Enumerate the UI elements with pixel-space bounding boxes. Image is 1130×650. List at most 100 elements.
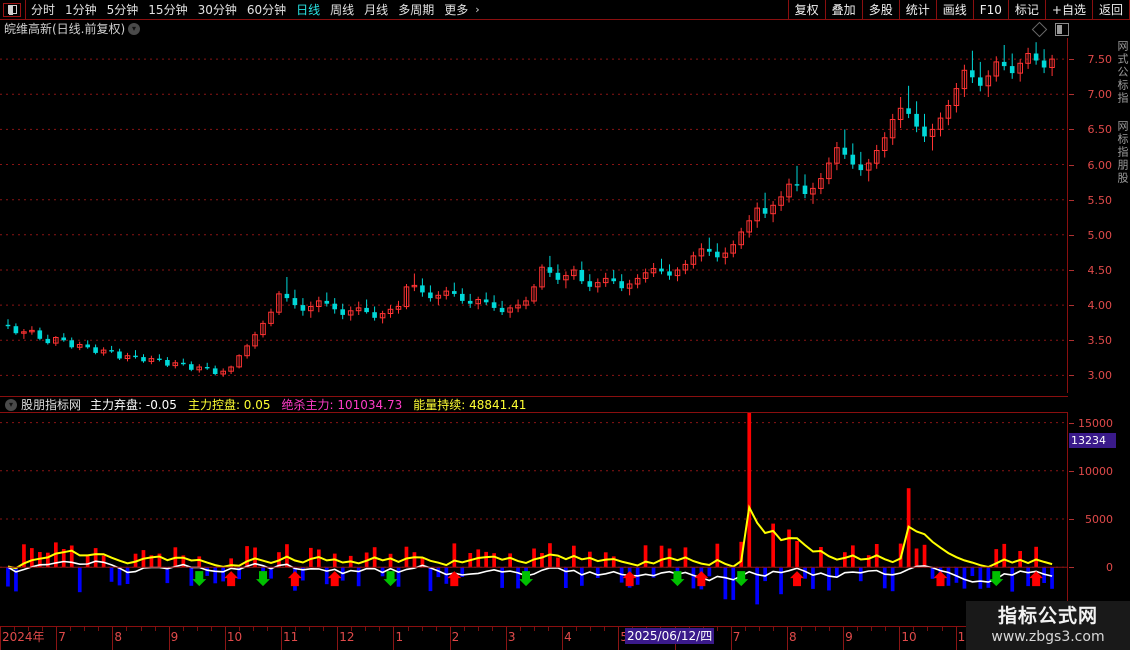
indicator-item-label: 主力控盘: [187,398,244,412]
price-tick [1069,59,1074,61]
layout-icon[interactable] [1055,23,1069,36]
date-minor-tick [927,627,929,631]
price-tick [1069,164,1074,166]
date-minor-tick [70,627,72,631]
indicator-item-3: 能量持续: 48841.41 [413,396,526,413]
toolbar-button-0[interactable]: 复权 [787,0,825,20]
date-tick-label: 4 [564,630,572,644]
price-tick [1069,94,1074,96]
date-minor-tick [421,627,423,631]
indicator-item-value: 101034.73 [337,398,403,412]
date-minor-tick [519,627,521,631]
period-tab-3[interactable]: 15分钟 [148,2,188,17]
chevron-down-icon[interactable]: ▾ [5,398,17,411]
date-separator [562,627,564,650]
toolbar-button-3[interactable]: 统计 [898,0,936,20]
date-tick-label: 9 [845,630,853,644]
chevron-right-icon[interactable]: › [475,3,480,16]
price-tick [1069,375,1074,377]
date-minor-tick [379,627,381,631]
top-toolbar: 分时 1分钟 5分钟 15分钟 30分钟 60分钟 日线 周线 月线 多周期 更多 › 复权 叠加 多股… [0,0,1130,20]
indicator-item-0: 主力弃盘: -0.05 [90,396,177,413]
date-minor-tick [590,627,592,631]
price-tick-label: 3.00 [1087,369,1113,383]
price-tick-label: 7.00 [1087,88,1113,102]
date-minor-tick [28,627,30,631]
date-separator [337,627,339,650]
date-separator [0,627,1,650]
price-tick-label: 5.00 [1087,228,1113,242]
chevron-down-icon[interactable]: ▾ [128,23,140,35]
date-tick-label: 7 [732,630,741,644]
date-minor-tick [267,627,268,631]
toolbar-button-7[interactable]: +自选 [1044,0,1092,20]
price-tick [1069,199,1074,201]
period-tab-9[interactable]: 多周期 [398,2,435,17]
date-minor-tick [758,627,760,631]
period-tab-10[interactable]: 更多 [444,2,469,17]
date-minor-tick [210,627,212,631]
date-minor-tick [365,627,367,631]
date-separator [505,627,507,650]
date-minor-tick [716,627,718,631]
indicator-item-label: 绝杀主力: [281,398,338,412]
period-tab-5[interactable]: 60分钟 [246,2,287,17]
indicator-tick [1069,422,1074,424]
date-minor-tick [182,627,184,631]
toolbar-button-2[interactable]: 多股 [861,0,899,20]
stock-title-bar: 皖维高新(日线.前复权) ▾ [0,20,1130,38]
indicator-tick-label: 0 [1106,561,1113,575]
period-tab-7[interactable]: 周线 [330,2,355,17]
date-minor-tick [435,627,437,631]
date-tick-label: 8 [114,630,123,644]
date-minor-tick [42,627,44,631]
indicator-tick [1069,470,1074,472]
volume-indicator-pane[interactable] [0,413,1068,625]
indicator-item-value: 48841.41 [469,398,527,412]
indicator-item-2: 绝杀主力: 101034.73 [282,396,403,413]
toolbar-button-1[interactable]: 叠加 [824,0,862,20]
date-minor-tick [576,627,578,631]
date-minor-tick [477,627,479,631]
indicator-item-value: 0.05 [243,398,271,412]
price-tick-label: 7.50 [1087,53,1113,67]
date-separator [224,627,226,650]
indicator-tick-label: 10000 [1078,464,1113,478]
period-tab-group: 分时 1分钟 5分钟 15分钟 30分钟 60分钟 日线 周线 月线 多周期 更多 [26,0,473,20]
date-separator [618,627,620,650]
toolbar-button-4[interactable]: 画线 [935,0,973,20]
date-minor-tick [815,627,817,631]
price-tick [1069,129,1074,131]
period-tab-6[interactable]: 日线 [296,2,321,17]
period-tab-4[interactable]: 30分钟 [197,2,237,17]
date-tick-label: 10 [901,630,917,644]
date-minor-tick [871,627,873,631]
date-tick-label: 7 [58,630,66,644]
date-minor-tick [744,627,746,631]
app-logo-icon[interactable] [3,2,21,17]
price-chart-pane[interactable] [0,38,1068,393]
date-minor-tick [534,627,535,631]
current-value-badge: 13234 [1069,432,1116,448]
date-minor-tick [941,627,943,631]
period-tab-1[interactable]: 1分钟 [65,2,97,17]
date-minor-tick [323,627,325,631]
date-separator [899,627,901,650]
date-minor-tick [126,627,128,631]
period-tab-0[interactable]: 分时 [31,2,56,17]
date-separator [955,627,957,650]
price-tick-label: 5.50 [1087,193,1113,207]
indicator-item-label: 能量持续: [413,398,470,412]
toolbar-button-6[interactable]: 标记 [1007,0,1045,20]
indicator-header: ▾ 股朋指标网 主力弃盘: -0.05 主力控盘: 0.05 绝杀主力: 10103… [0,396,1068,413]
period-tab-2[interactable]: 5分钟 [106,2,139,17]
indicator-site-label: 股朋指标网 [21,398,82,412]
toolbar-button-5[interactable]: F10 [972,0,1008,20]
toolbar-button-8[interactable]: 返回 [1091,0,1130,20]
date-minor-tick [154,627,156,631]
period-tab-8[interactable]: 月线 [364,2,389,17]
date-minor-tick [913,627,915,631]
date-tick-label: 10 [226,630,243,644]
date-axis[interactable]: 2024年7891011121234567891011122025/06/12/… [0,626,1130,650]
date-minor-tick [98,627,100,631]
